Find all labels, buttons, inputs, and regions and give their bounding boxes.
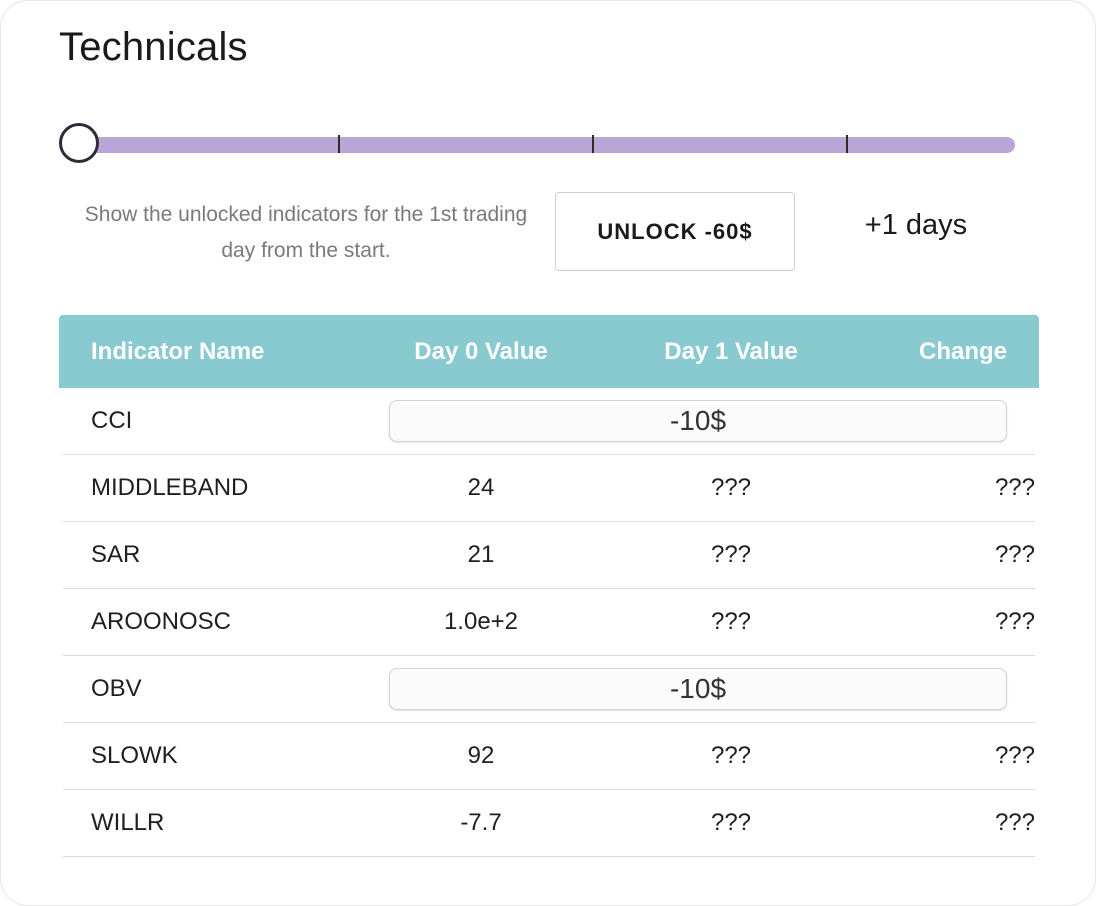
indicator-name: CCI (91, 407, 133, 434)
day0-value: 21 (467, 541, 495, 568)
day1-value: ??? (710, 608, 752, 635)
indicator-name: SAR (91, 541, 141, 568)
table-row: SLOWK 92 ??? ??? (63, 723, 1035, 790)
unlock-button[interactable]: UNLOCK -60$ (555, 192, 795, 271)
slider-tick (846, 135, 848, 153)
header-change: Change (918, 338, 1007, 365)
table-row: SAR 21 ??? ??? (63, 522, 1035, 589)
day-slider[interactable] (59, 123, 1017, 165)
table-row: MIDDLEBAND 24 ??? ??? (63, 455, 1035, 522)
slider-tick (592, 135, 594, 153)
unlock-indicator-button[interactable]: -10$ (389, 400, 1007, 442)
header-day1-value: Day 1 Value (664, 338, 798, 365)
change-value: ??? (994, 474, 1035, 501)
page-title: Technicals (59, 25, 248, 69)
indicator-name: WILLR (91, 809, 165, 836)
change-value: ??? (994, 742, 1035, 769)
day1-value: ??? (710, 474, 752, 501)
change-value: ??? (994, 809, 1035, 836)
day1-value: ??? (710, 742, 752, 769)
header-indicator-name: Indicator Name (91, 338, 265, 365)
header-day0-value: Day 0 Value (414, 338, 548, 365)
table-row: CCI -10$ (63, 388, 1035, 455)
change-value: ??? (994, 608, 1035, 635)
day0-value: -7.7 (460, 809, 502, 836)
day0-value: 92 (467, 742, 495, 769)
days-label: +1 days (864, 209, 968, 241)
slider-thumb[interactable] (59, 123, 99, 163)
slider-tick (338, 135, 340, 153)
unlock-indicator-button[interactable]: -10$ (389, 668, 1007, 710)
indicator-name: MIDDLEBAND (91, 474, 249, 501)
indicators-table: Indicator Name Day 0 Value Day 1 Value C… (59, 315, 1039, 857)
table-row: WILLR -7.7 ??? ??? (63, 790, 1035, 857)
day1-value: ??? (710, 809, 752, 836)
indicator-name: SLOWK (91, 742, 178, 769)
day1-value: ??? (710, 541, 752, 568)
slider-track[interactable] (81, 137, 1015, 153)
table-header: Indicator Name Day 0 Value Day 1 Value C… (59, 315, 1039, 388)
change-value: ??? (994, 541, 1035, 568)
day0-value: 1.0e+2 (443, 608, 519, 635)
table-row: OBV -10$ (63, 656, 1035, 723)
table-row: AROONOSC 1.0e+2 ??? ??? (63, 589, 1035, 656)
indicator-name: OBV (91, 675, 142, 702)
help-text: Show the unlocked indicators for the 1st… (84, 203, 528, 262)
indicator-name: AROONOSC (91, 608, 232, 635)
day0-value: 24 (467, 474, 495, 501)
